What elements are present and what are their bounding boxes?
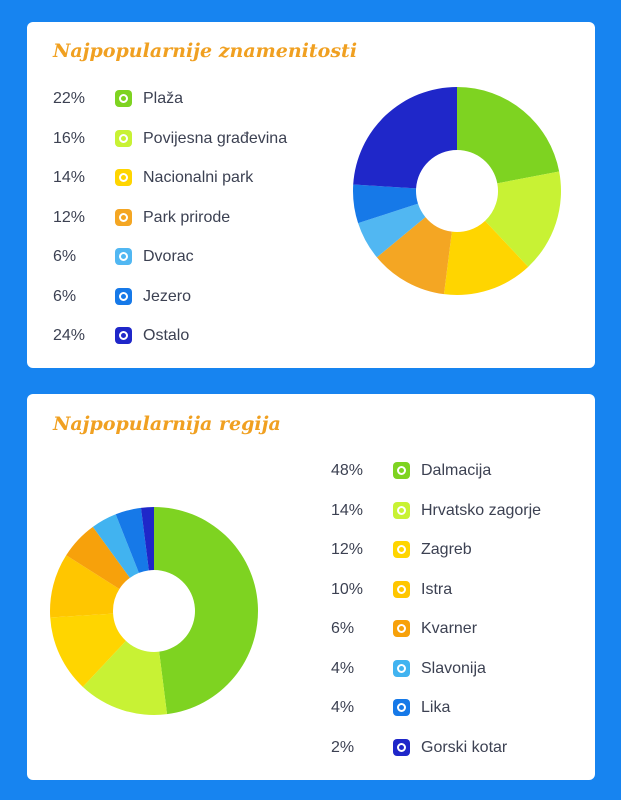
legend-item: 6% Dvorac: [53, 246, 313, 286]
donut-slice: [115, 507, 149, 573]
donut-slice: [457, 87, 560, 184]
legend-item: 22% Plaža: [53, 88, 313, 128]
legend-label: Plaža: [143, 90, 184, 107]
legend-item: 14% Nacionalni park: [53, 167, 313, 207]
donut-slice: [50, 613, 126, 687]
legend-item: 4% Slavonija: [331, 658, 591, 698]
legend-value: 6%: [53, 248, 77, 265]
regions-donut-chart: [50, 507, 259, 715]
donut-slice: [358, 203, 426, 258]
legend-label: Lika: [421, 699, 451, 716]
regions-title: Najpopularnija regija: [53, 413, 281, 435]
legend-value: 14%: [331, 501, 364, 519]
legend-swatch-icon: [115, 287, 132, 305]
legend-value: 2%: [331, 738, 355, 756]
regions-card: Najpopularnija regija 48% Dalmacija 14% Hrv…: [27, 394, 595, 780]
donut-slice: [443, 220, 529, 295]
legend-swatch-icon: [393, 501, 410, 519]
legend-swatch-icon: [393, 699, 410, 716]
legend-swatch-icon: [115, 90, 132, 107]
landmarks-title: Najpopularnije znamenitosti: [53, 40, 358, 62]
legend-item: 12% Park prirode: [53, 207, 313, 247]
donut-slice: [154, 507, 259, 715]
legend-swatch-icon: [115, 248, 132, 265]
legend-item: 10% Istra: [331, 579, 591, 619]
legend-item: 14% Hrvatsko zagorje: [331, 500, 591, 540]
legend-swatch-icon: [115, 327, 132, 344]
legend-value: 4%: [331, 699, 355, 716]
legend-label: Dalmacija: [421, 462, 492, 479]
legend-label: Istra: [421, 580, 453, 598]
legend-label: Hrvatsko zagorje: [421, 501, 542, 519]
legend-value: 6%: [53, 287, 77, 305]
legend-label: Kvarner: [421, 620, 478, 637]
donut-slice: [50, 555, 120, 618]
legend-item: 24% Ostalo: [53, 325, 313, 365]
landmarks-donut-chart: [353, 87, 561, 295]
legend-label: Zagreb: [421, 541, 472, 558]
donut-slice: [92, 514, 139, 578]
legend-swatch-icon: [393, 462, 410, 479]
landmarks-card: Najpopularnije znamenitosti 22% Plaža 16% P…: [27, 22, 595, 368]
legend-swatch-icon: [393, 541, 410, 558]
donut-slice: [485, 171, 561, 267]
legend-label: Park prirode: [143, 208, 231, 226]
legend-swatch-icon: [393, 738, 410, 756]
legend-item: 6% Kvarner: [331, 618, 591, 658]
donut-slice: [66, 526, 130, 590]
legend-label: Dvorac: [143, 248, 194, 265]
legend-swatch-icon: [115, 169, 132, 186]
donut-slice: [376, 217, 452, 295]
legend-value: 48%: [331, 462, 364, 479]
legend-value: 12%: [331, 541, 364, 558]
legend-value: 6%: [331, 620, 355, 637]
legend-swatch-icon: [115, 208, 132, 226]
legend-item: 4% Lika: [331, 697, 591, 737]
donut-slice: [140, 507, 154, 571]
legend-item: 12% Zagreb: [331, 539, 591, 579]
donut-slice: [353, 184, 419, 224]
landmarks-legend: 22% Plaža 16% Povijesna građevina 14% Naciona…: [53, 88, 313, 365]
regions-legend: 48% Dalmacija 14% Hrvatsko zagorje 12% Zagreb…: [331, 460, 591, 776]
legend-label: Gorski kotar: [421, 738, 508, 756]
legend-value: 14%: [53, 169, 86, 186]
legend-swatch-icon: [115, 129, 132, 147]
legend-item: 16% Povijesna građevina: [53, 128, 313, 168]
legend-label: Povijesna građevina: [143, 129, 288, 147]
legend-value: 22%: [53, 90, 86, 107]
donut-slice: [82, 640, 168, 715]
legend-item: 48% Dalmacija: [331, 460, 591, 500]
legend-value: 16%: [53, 129, 86, 147]
legend-swatch-icon: [393, 580, 410, 598]
donut-slice: [353, 87, 457, 189]
legend-value: 10%: [331, 580, 364, 598]
legend-label: Slavonija: [421, 659, 486, 677]
legend-value: 4%: [331, 659, 355, 677]
legend-label: Nacionalni park: [143, 169, 254, 186]
legend-value: 12%: [53, 208, 86, 226]
legend-item: 2% Gorski kotar: [331, 737, 591, 777]
legend-value: 24%: [53, 327, 86, 344]
legend-label: Ostalo: [143, 327, 190, 344]
legend-label: Jezero: [143, 287, 192, 305]
legend-item: 6% Jezero: [53, 286, 313, 326]
legend-swatch-icon: [393, 659, 410, 677]
legend-swatch-icon: [393, 620, 410, 637]
